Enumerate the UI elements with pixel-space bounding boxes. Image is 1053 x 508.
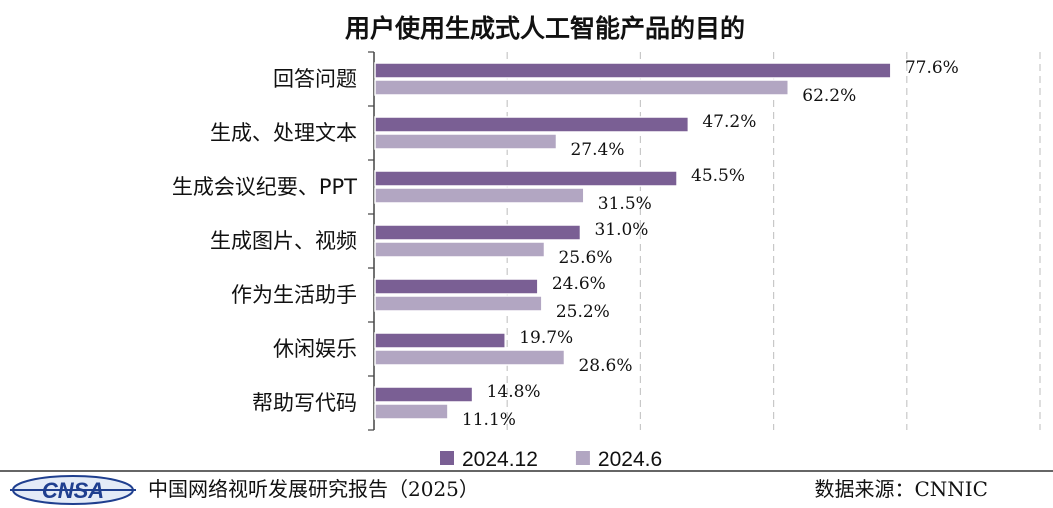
data-label: 14.8%: [487, 382, 541, 402]
bar-2024.12: [374, 62, 892, 79]
category-label: 生成会议纪要、PPT: [172, 175, 357, 199]
bar-2024.12: [374, 332, 506, 349]
bar-2024.12: [374, 116, 690, 133]
data-label: 28.6%: [578, 356, 632, 376]
legend: 2024.12 2024.6: [440, 448, 662, 471]
value-labels: 77.6% 62.2% 47.2% 27.4% 45.5% 31.5% 31.0% 25.6%…: [462, 58, 959, 430]
cnsa-logo: CNSA: [10, 475, 136, 505]
legend-label: 2024.6: [598, 448, 662, 471]
logo-text: CNSA: [42, 478, 104, 503]
bar-2024.6: [374, 187, 585, 204]
data-label: 31.0%: [594, 220, 648, 240]
category-label: 生成、处理文本: [210, 121, 357, 145]
data-label: 19.7%: [519, 328, 573, 348]
category-label: 生成图片、视频: [210, 229, 357, 253]
data-label: 47.2%: [702, 112, 756, 132]
data-label: 11.1%: [462, 410, 516, 430]
data-label: 77.6%: [905, 58, 959, 78]
bar-2024.6: [374, 403, 449, 420]
legend-swatch: [440, 451, 454, 465]
data-label: 45.5%: [691, 166, 745, 186]
data-label: 27.4%: [570, 140, 624, 160]
bar-2024.6: [374, 79, 790, 96]
bar-2024.6: [374, 241, 546, 258]
data-label: 62.2%: [802, 86, 856, 106]
data-label: 25.2%: [556, 302, 610, 322]
legend-swatch: [575, 451, 590, 465]
report-name: 中国网络视听发展研究报告（2025）: [148, 477, 479, 501]
bar-2024.12: [374, 224, 582, 241]
chart-title: 用户使用生成式人工智能产品的目的: [345, 14, 745, 43]
data-label: 31.5%: [598, 194, 652, 214]
bar-2024.6: [374, 133, 558, 150]
bar-2024.6: [374, 349, 566, 366]
grid: [368, 51, 1041, 431]
data-label: 25.6%: [558, 248, 612, 268]
bar-2024.12: [374, 278, 539, 295]
bar-2024.6: [374, 295, 543, 312]
category-label: 帮助写代码: [252, 391, 357, 415]
bar-2024.12: [374, 170, 678, 187]
bars: [374, 62, 892, 420]
footer: CNSA 中国网络视听发展研究报告（2025） 数据来源：CNNIC: [0, 470, 1053, 505]
bar-2024.12: [374, 386, 474, 403]
data-label: 24.6%: [552, 274, 606, 294]
legend-label: 2024.12: [462, 448, 538, 471]
data-source: 数据来源：CNNIC: [814, 477, 988, 501]
category-label: 作为生活助手: [231, 283, 357, 307]
category-label: 休闲娱乐: [273, 337, 357, 361]
category-label: 回答问题: [273, 67, 357, 91]
